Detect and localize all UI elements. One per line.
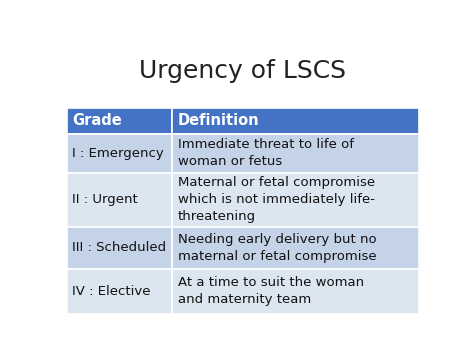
Text: III : Scheduled: III : Scheduled xyxy=(72,241,166,254)
Bar xyxy=(66,133,173,173)
Bar xyxy=(173,269,419,314)
Bar xyxy=(173,173,419,226)
Bar xyxy=(66,226,173,269)
Text: IV : Elective: IV : Elective xyxy=(72,285,151,298)
Text: Needing early delivery but no
maternal or fetal compromise: Needing early delivery but no maternal o… xyxy=(178,233,376,263)
Text: At a time to suit the woman
and maternity team: At a time to suit the woman and maternit… xyxy=(178,277,364,306)
Text: Immediate threat to life of
woman or fetus: Immediate threat to life of woman or fet… xyxy=(178,138,354,168)
Text: Definition: Definition xyxy=(178,113,260,129)
Text: Grade: Grade xyxy=(72,113,122,129)
Bar xyxy=(173,108,419,133)
Text: I : Emergency: I : Emergency xyxy=(72,147,164,160)
Bar xyxy=(173,226,419,269)
Text: II : Urgent: II : Urgent xyxy=(72,193,138,206)
Bar xyxy=(66,108,173,133)
Bar xyxy=(66,173,173,226)
Bar xyxy=(66,269,173,314)
Text: Maternal or fetal compromise
which is not immediately life-
threatening: Maternal or fetal compromise which is no… xyxy=(178,176,375,223)
Text: Urgency of LSCS: Urgency of LSCS xyxy=(139,59,346,83)
Bar xyxy=(173,133,419,173)
